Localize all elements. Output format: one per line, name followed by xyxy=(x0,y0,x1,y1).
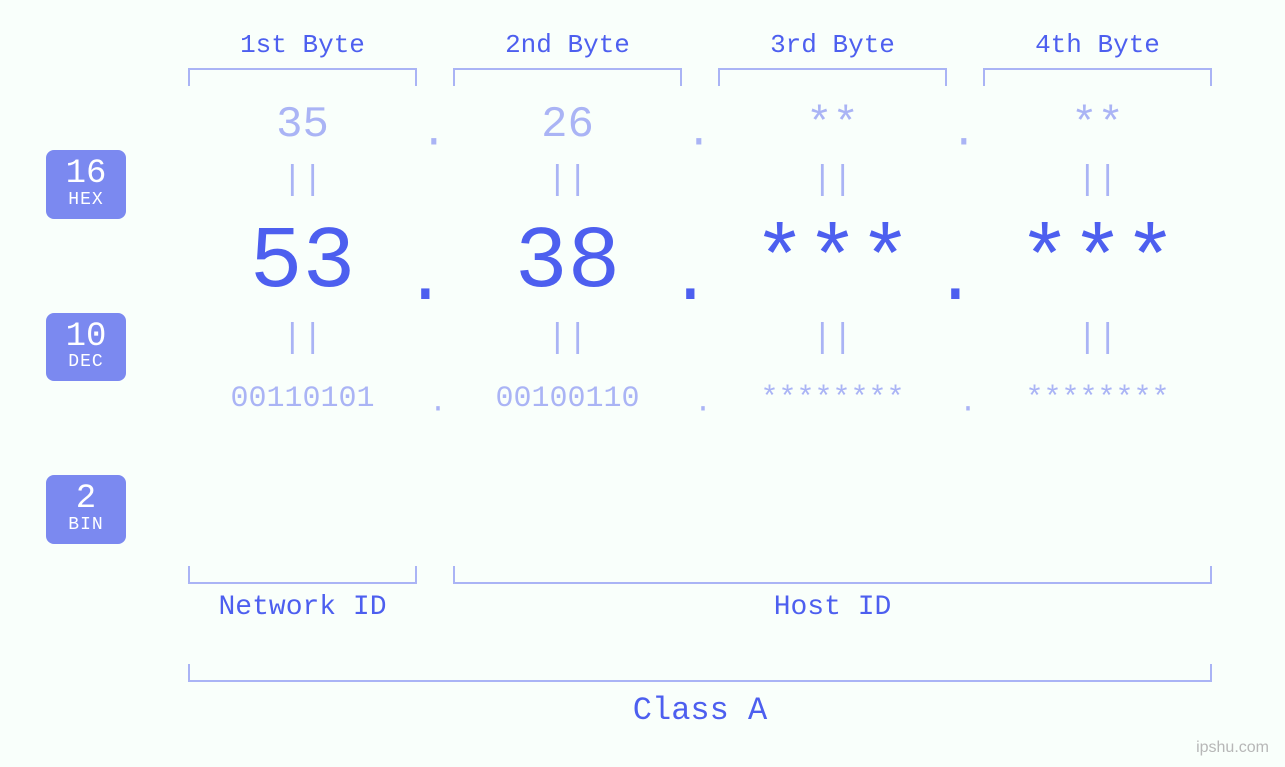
class-label: Class A xyxy=(170,692,1230,729)
col-header-3: 3rd Byte xyxy=(700,30,965,60)
badge-hex-label: HEX xyxy=(46,191,126,210)
top-bracket-1 xyxy=(188,68,417,86)
equals-icon: || xyxy=(170,314,435,364)
bin-byte-2: 00100110. xyxy=(435,364,700,426)
badge-hex: 16 HEX xyxy=(46,150,126,219)
bin-byte-4: ******** xyxy=(965,364,1230,426)
col-header-1: 1st Byte xyxy=(170,30,435,60)
network-id-label: Network ID xyxy=(170,592,435,623)
bracket-network xyxy=(188,566,417,584)
col-header-4: 4th Byte xyxy=(965,30,1230,60)
top-bracket-4 xyxy=(983,68,1212,86)
hex-byte-2: 26. xyxy=(435,86,700,156)
hex-byte-1: 35. xyxy=(170,86,435,156)
bracket-class xyxy=(188,664,1212,682)
badge-dec: 10 DEC xyxy=(46,313,126,382)
dec-byte-1: 53. xyxy=(170,206,435,314)
badge-hex-num: 16 xyxy=(46,157,126,193)
badge-bin: 2 BIN xyxy=(46,475,126,544)
base-badges: 16 HEX 10 DEC 2 BIN xyxy=(46,150,126,544)
bin-byte-1: 00110101. xyxy=(170,364,435,426)
equals-icon: || xyxy=(700,156,965,206)
bracket-host xyxy=(453,566,1212,584)
equals-icon: || xyxy=(435,156,700,206)
badge-dec-num: 10 xyxy=(46,320,126,356)
equals-icon: || xyxy=(435,314,700,364)
host-id-label: Host ID xyxy=(435,592,1230,623)
top-bracket-3 xyxy=(718,68,947,86)
badge-bin-num: 2 xyxy=(46,482,126,518)
diagram-grid: 1st Byte 2nd Byte 3rd Byte 4th Byte 35. … xyxy=(170,30,1230,426)
hex-byte-4: ** xyxy=(965,86,1230,156)
badge-dec-label: DEC xyxy=(46,353,126,372)
col-header-2: 2nd Byte xyxy=(435,30,700,60)
equals-icon: || xyxy=(700,314,965,364)
dec-byte-2: 38. xyxy=(435,206,700,314)
dec-byte-3: ***. xyxy=(700,206,965,314)
bin-byte-3: ********. xyxy=(700,364,965,426)
equals-icon: || xyxy=(965,314,1230,364)
section-network-host: Network ID Host ID xyxy=(170,566,1230,623)
dec-byte-4: *** xyxy=(965,206,1230,314)
section-class: Class A xyxy=(170,664,1230,729)
badge-bin-label: BIN xyxy=(46,516,126,535)
equals-icon: || xyxy=(170,156,435,206)
watermark: ipshu.com xyxy=(1196,739,1269,757)
top-bracket-2 xyxy=(453,68,682,86)
hex-byte-3: **. xyxy=(700,86,965,156)
equals-icon: || xyxy=(965,156,1230,206)
